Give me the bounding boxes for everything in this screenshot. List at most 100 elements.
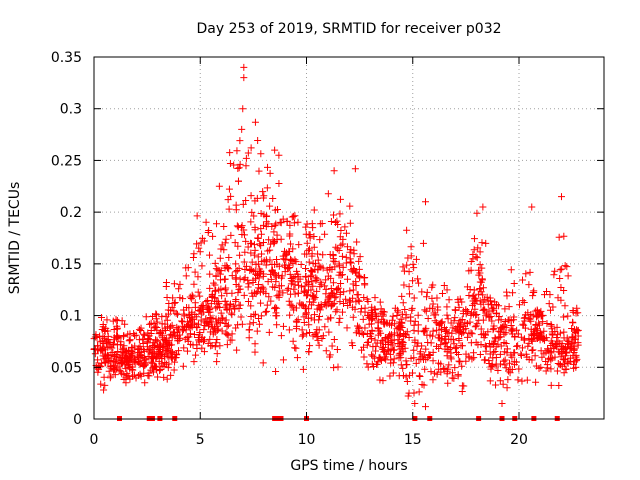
data-point (259, 283, 267, 291)
data-point (218, 327, 226, 335)
data-point (418, 342, 426, 350)
data-point (551, 353, 559, 361)
data-point (461, 319, 469, 327)
data-point (204, 297, 212, 305)
data-point (473, 254, 481, 262)
data-point (539, 311, 547, 319)
data-point (409, 277, 417, 285)
data-point (173, 350, 181, 358)
data-point (564, 272, 572, 280)
data-point (437, 368, 445, 376)
data-point (125, 337, 133, 345)
data-point (374, 317, 382, 325)
data-point (324, 294, 332, 302)
data-point (404, 254, 412, 262)
data-point (193, 313, 201, 321)
data-point (299, 365, 307, 373)
data-point (135, 326, 143, 334)
data-point (349, 341, 357, 349)
data-point (111, 358, 119, 366)
data-point (267, 297, 275, 305)
data-point (327, 314, 335, 322)
data-point (226, 336, 234, 344)
data-point (249, 276, 257, 284)
data-point (396, 349, 404, 357)
data-point (220, 246, 228, 254)
data-point (279, 322, 287, 330)
data-point (179, 295, 187, 303)
data-point (286, 311, 294, 319)
data-point (447, 349, 455, 357)
data-point (553, 367, 561, 375)
data-point (305, 246, 313, 254)
data-point (305, 347, 313, 355)
data-point (573, 304, 581, 312)
data-point (399, 299, 407, 307)
data-point (153, 311, 161, 319)
data-point (275, 291, 283, 299)
data-point (237, 313, 245, 321)
data-point (190, 319, 198, 327)
data-point (411, 336, 419, 344)
data-point (204, 339, 212, 347)
data-point (346, 296, 354, 304)
data-point (204, 305, 212, 313)
data-point (232, 274, 240, 282)
data-point (445, 296, 453, 304)
data-point (160, 362, 168, 370)
data-point (529, 289, 537, 297)
data-point (522, 270, 530, 278)
data-point (307, 273, 315, 281)
data-point (216, 276, 224, 284)
data-point (416, 373, 424, 381)
data-point (537, 332, 545, 340)
data-point (100, 373, 108, 381)
data-point (212, 272, 220, 280)
data-point (360, 293, 368, 301)
data-point (244, 149, 252, 157)
data-point (554, 359, 562, 367)
data-point (429, 327, 437, 335)
data-point (568, 333, 576, 341)
data-point (118, 317, 126, 325)
data-point (415, 388, 423, 396)
data-point (509, 289, 517, 297)
data-point (391, 320, 399, 328)
data-point (474, 244, 482, 252)
data-point (412, 255, 420, 263)
data-point (420, 328, 428, 336)
data-point (469, 297, 477, 305)
data-point (501, 348, 509, 356)
data-point (228, 272, 236, 280)
data-point (458, 330, 466, 338)
data-point (459, 328, 467, 336)
data-point (515, 301, 523, 309)
data-point (174, 310, 182, 318)
data-point (266, 202, 274, 210)
data-point (301, 282, 309, 290)
data-point (113, 324, 121, 332)
data-point (476, 351, 484, 359)
data-point (194, 273, 202, 281)
data-point (343, 324, 351, 332)
data-point (296, 299, 304, 307)
data-point (174, 325, 182, 333)
data-point (130, 371, 138, 379)
data-point (269, 283, 277, 291)
data-point (292, 258, 300, 266)
data-point (444, 379, 452, 387)
data-point (546, 306, 554, 314)
data-point (482, 347, 490, 355)
data-point (395, 343, 403, 351)
data-point (140, 355, 148, 363)
data-point (162, 282, 170, 290)
data-point (520, 321, 528, 329)
data-point (232, 268, 240, 276)
data-point (242, 154, 250, 162)
data-point (410, 346, 418, 354)
data-point (427, 368, 435, 376)
data-point (349, 313, 357, 321)
data-point (251, 348, 259, 356)
data-point (307, 266, 315, 274)
data-point (125, 372, 133, 380)
